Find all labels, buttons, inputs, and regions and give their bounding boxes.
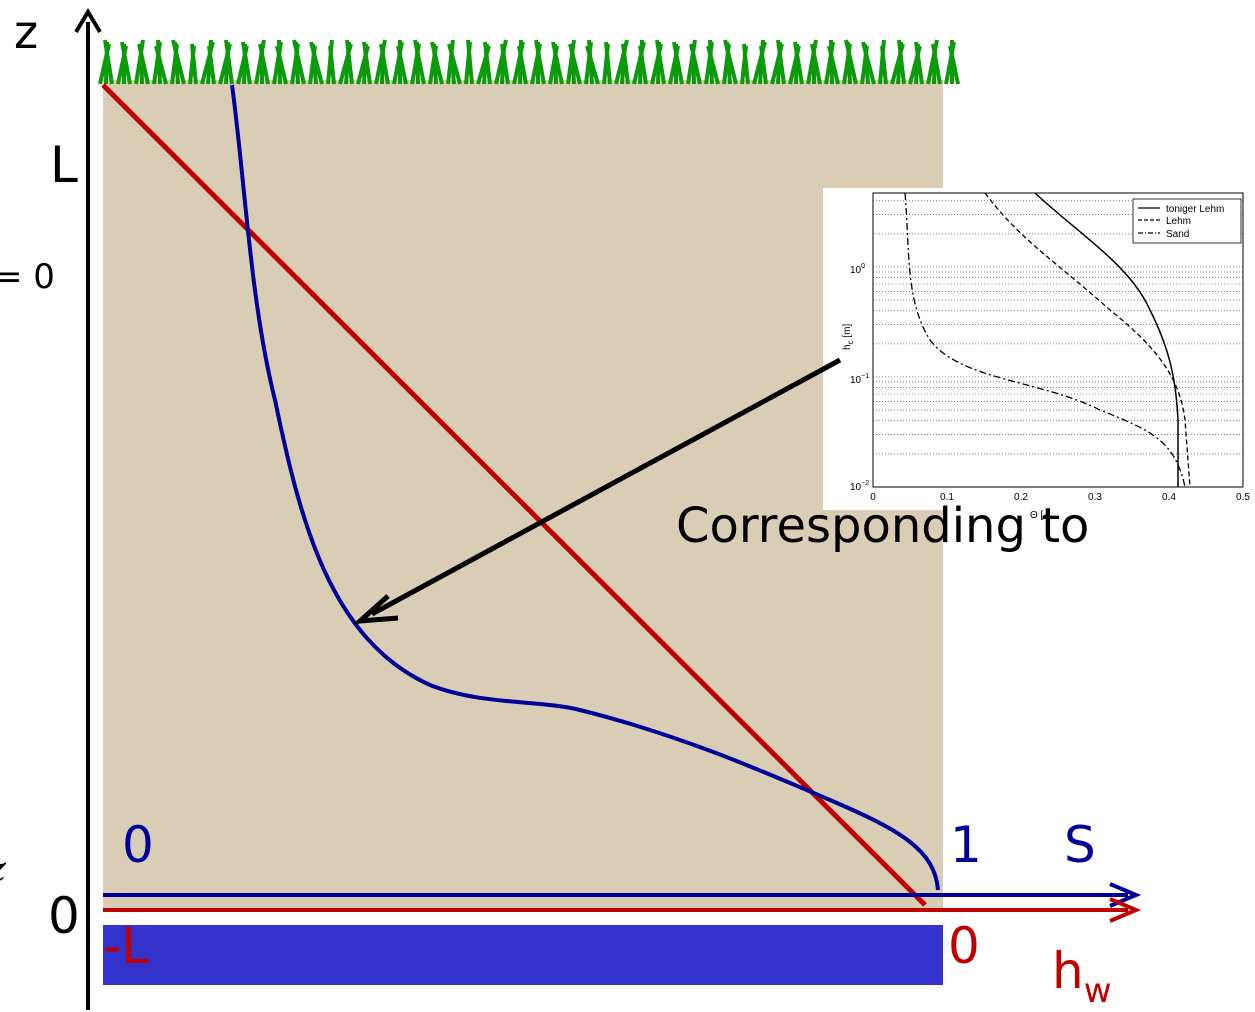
origin-label: 0 [48,887,80,945]
z-label: z [14,5,38,59]
tick-base: 10 [850,265,862,276]
partial-label: = 0 [0,257,55,297]
h-end-label: 0 [948,917,980,975]
tick-exp: 0 [861,263,865,270]
tick-exp: −2 [861,480,869,487]
grass-blade [330,46,334,84]
legend-label: toniger Lehm [1166,204,1224,215]
diagram: toniger Lehm Lehm Sand 00.10.20.30.40.5 … [0,0,1255,1012]
water-layer [103,925,943,985]
h-start-label: -L [103,917,149,975]
annotation: Corresponding to [676,498,1089,554]
h-base: h [1052,942,1084,1000]
inset-x-tick-label: 0.4 [1162,492,1176,503]
s-start-label: 0 [122,816,154,874]
legend-label: Lehm [1166,216,1191,227]
legend-label: Sand [1166,229,1189,240]
s-axis-label: S [1064,816,1096,874]
soil [103,80,943,910]
tick-base: 10 [850,482,862,493]
inset-x-tick-label: 0.3 [1088,492,1102,503]
s-end-label: 1 [950,816,982,874]
h-axis-label: hw [1052,942,1112,1011]
inset-x-tick-label: 0.5 [1236,492,1250,503]
grass-blade [882,46,886,84]
y-label-unit: [m] [842,324,853,341]
partial-label: z [0,849,7,889]
grass [100,40,958,84]
tick-exp: −1 [861,373,869,380]
tick-base: 10 [850,375,862,386]
h-sub: w [1084,971,1112,1011]
top-label: L [50,136,78,194]
